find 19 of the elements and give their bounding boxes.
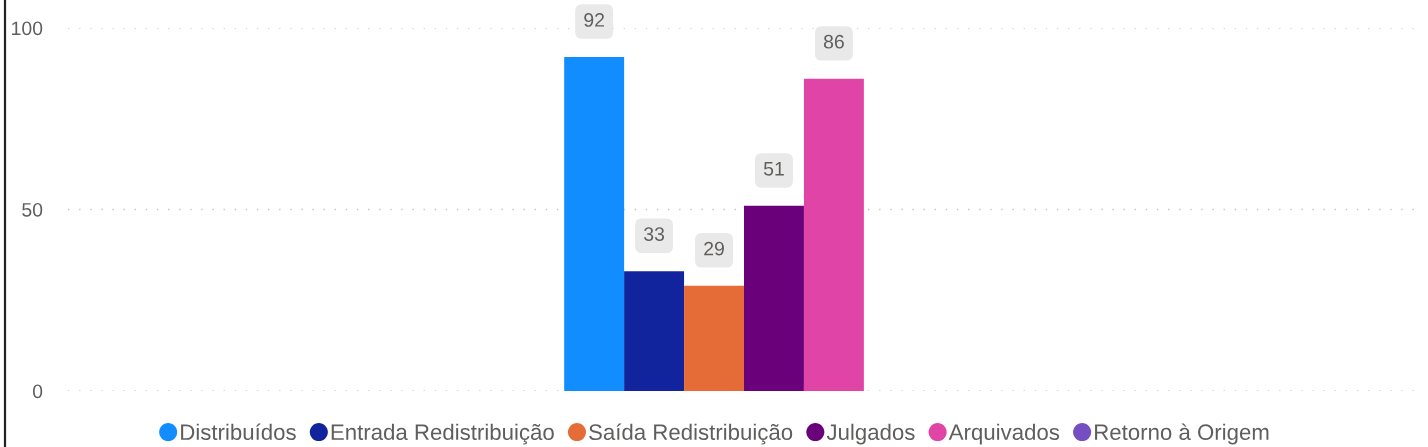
y-tick-label: 50 [22, 202, 43, 217]
legend-label: Distribuídos [181, 423, 296, 441]
data-label: 29 [704, 241, 724, 256]
data-label: 33 [644, 227, 665, 241]
legend-label: Arquivados [948, 423, 1060, 445]
bar [803, 78, 864, 391]
bar [564, 57, 625, 391]
legend-label: Entrada Redistribuição [331, 423, 554, 445]
bar [744, 205, 804, 391]
y-tick-label: 100 [12, 21, 43, 36]
bar [684, 285, 744, 391]
y-tick-label: 0 [32, 384, 43, 399]
data-label: 51 [763, 162, 784, 176]
bar [624, 271, 685, 391]
data-label: 92 [584, 13, 604, 27]
legend-label: Retorno à Origem [1095, 423, 1269, 445]
legend-label: Saída Redistribuição [589, 423, 793, 445]
data-label: 86 [823, 34, 844, 49]
legend-label: Julgados [826, 423, 915, 445]
